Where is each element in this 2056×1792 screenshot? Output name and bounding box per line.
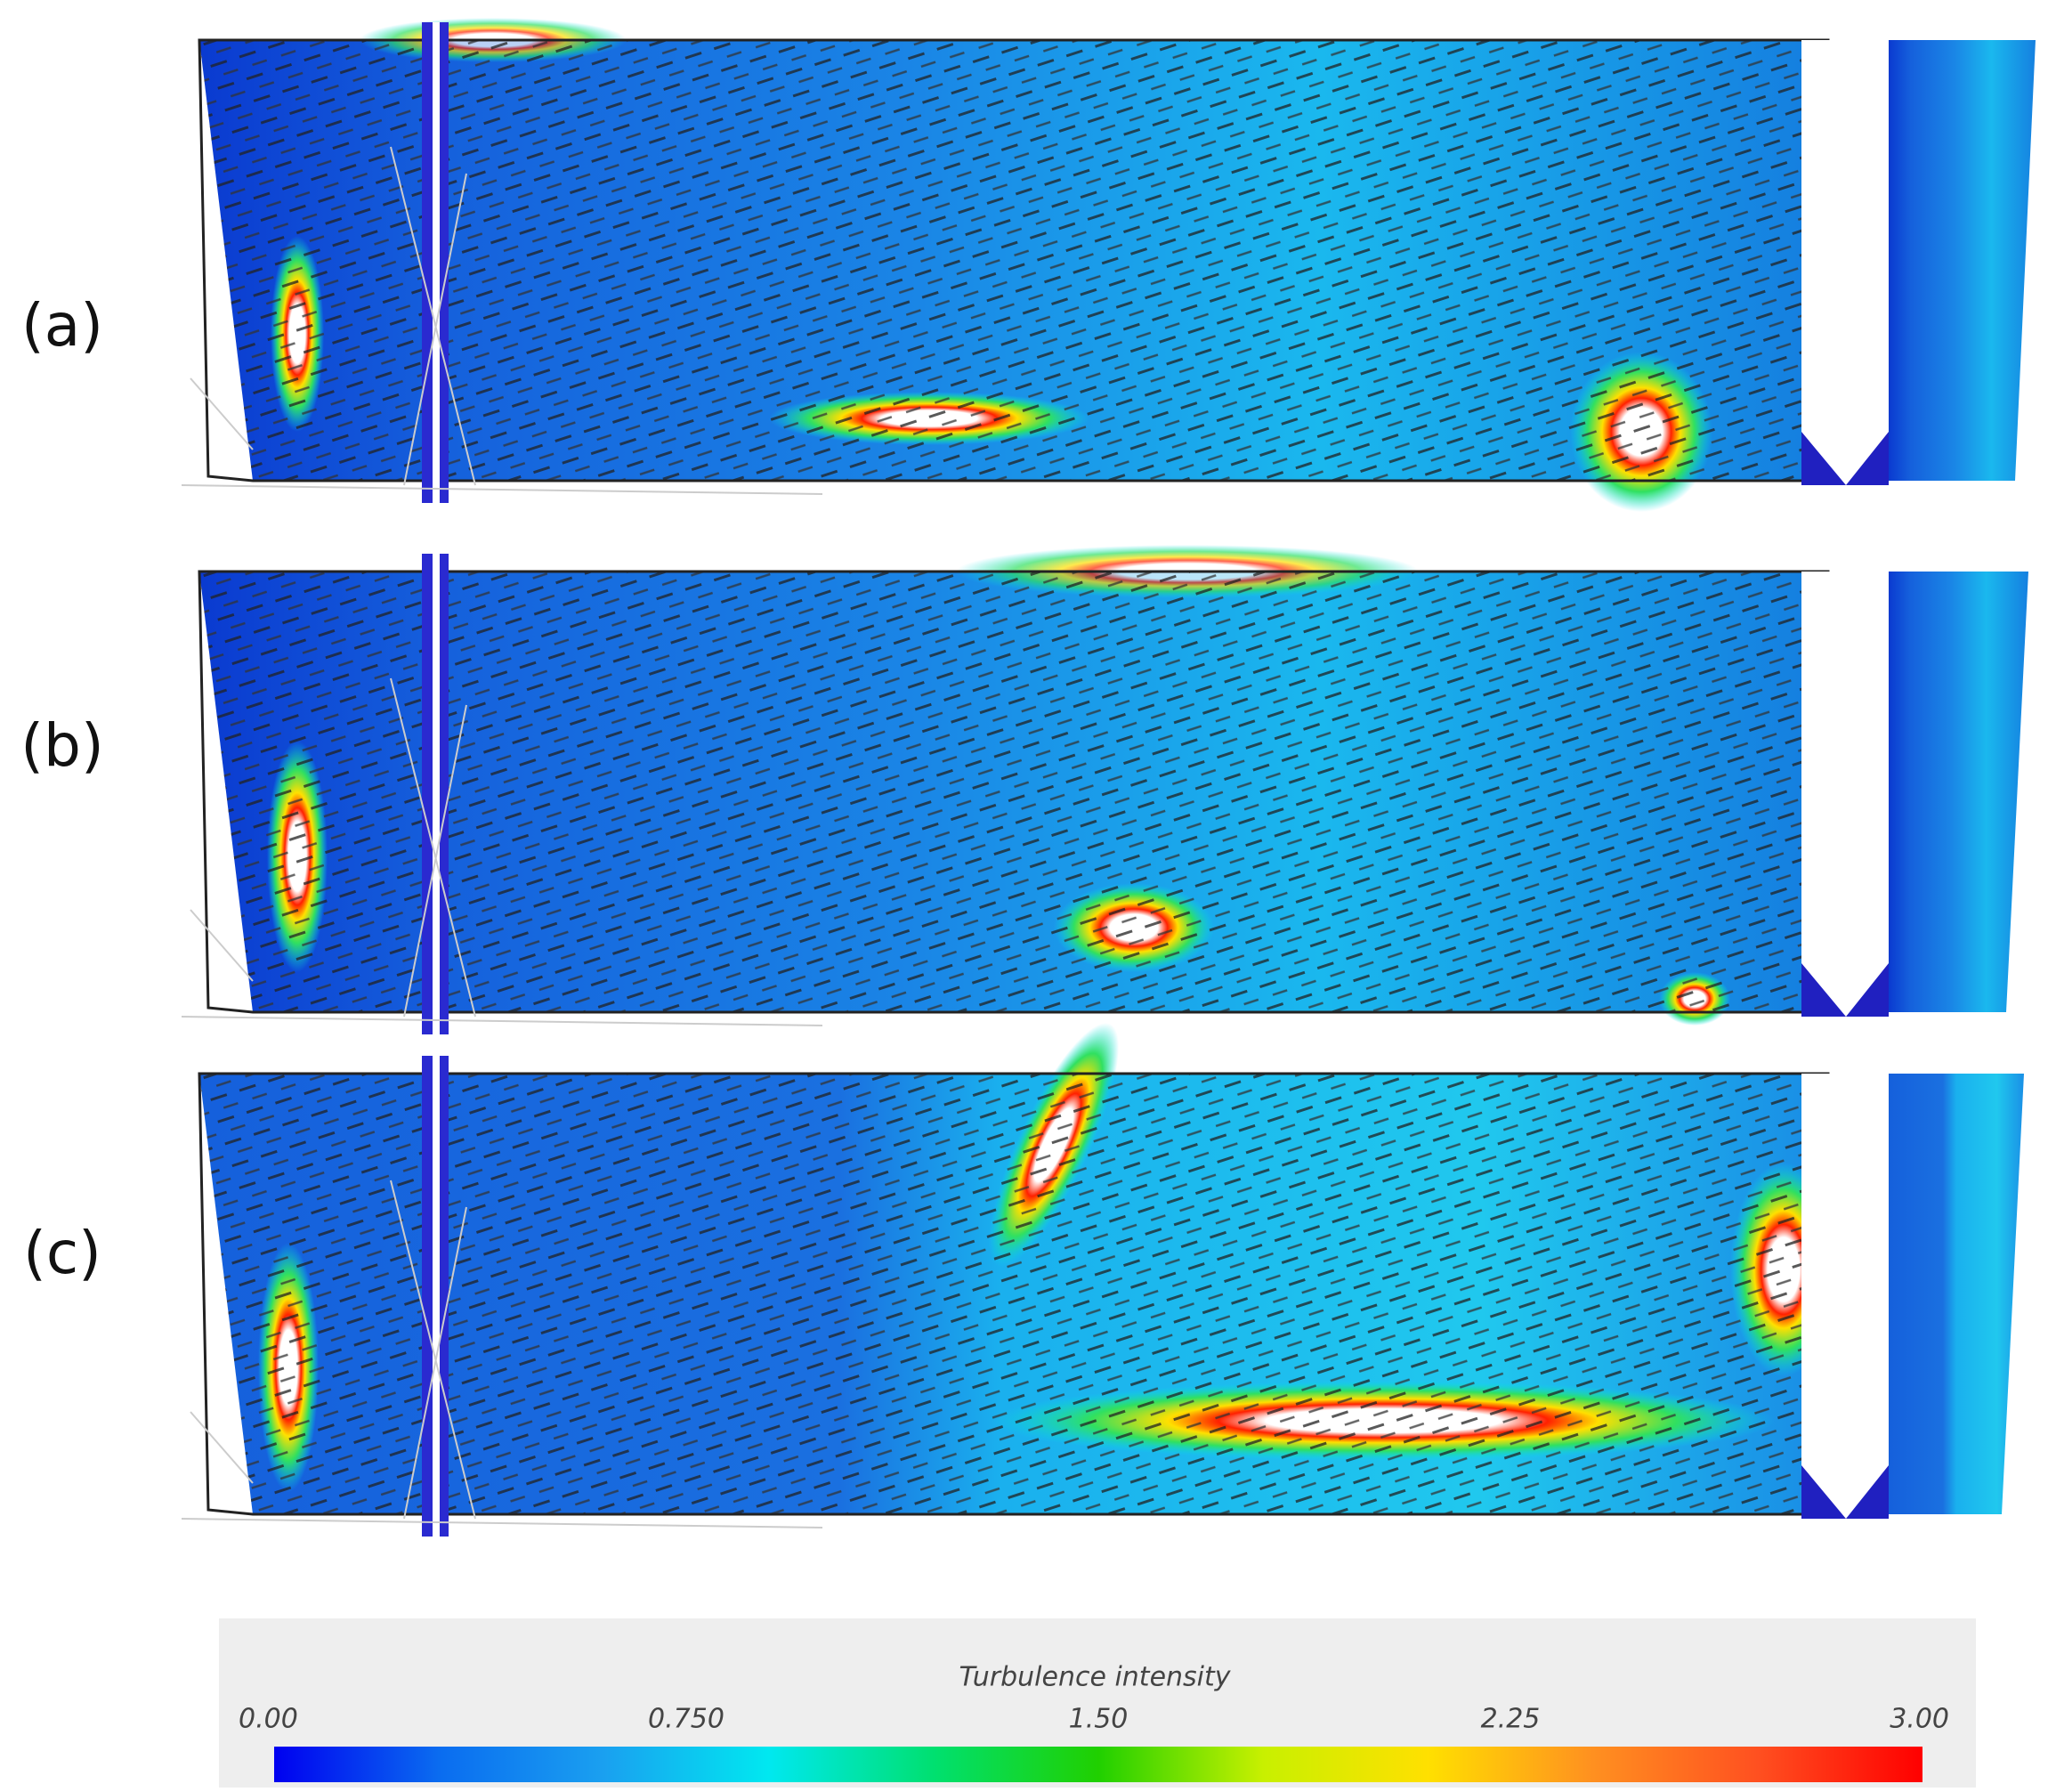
colorbar-tick-label: 3.00 bbox=[1890, 1704, 1949, 1735]
panel-c bbox=[180, 1023, 2024, 1538]
panel-label: (c) bbox=[23, 1219, 101, 1287]
panels: (a) (b) (c) bbox=[20, 18, 2036, 1538]
colorbar-bar bbox=[274, 1747, 1922, 1782]
colorbar-title: Turbulence intensity bbox=[959, 1662, 1231, 1693]
colorbar-tick-label: 2.25 bbox=[1481, 1704, 1541, 1735]
colorbar-tick-label: 1.50 bbox=[1069, 1704, 1129, 1735]
panel-label: (b) bbox=[20, 711, 103, 780]
colorbar-tick-label: 0.00 bbox=[239, 1704, 298, 1735]
colorbar: Turbulence intensity 0.00 0.750 1.50 2.25 3.… bbox=[219, 1618, 1976, 1788]
panel-b bbox=[180, 545, 2028, 1036]
colorbar-tick-label: 0.750 bbox=[648, 1704, 724, 1735]
panel-label: (a) bbox=[21, 291, 103, 360]
panel-a bbox=[180, 18, 2036, 512]
